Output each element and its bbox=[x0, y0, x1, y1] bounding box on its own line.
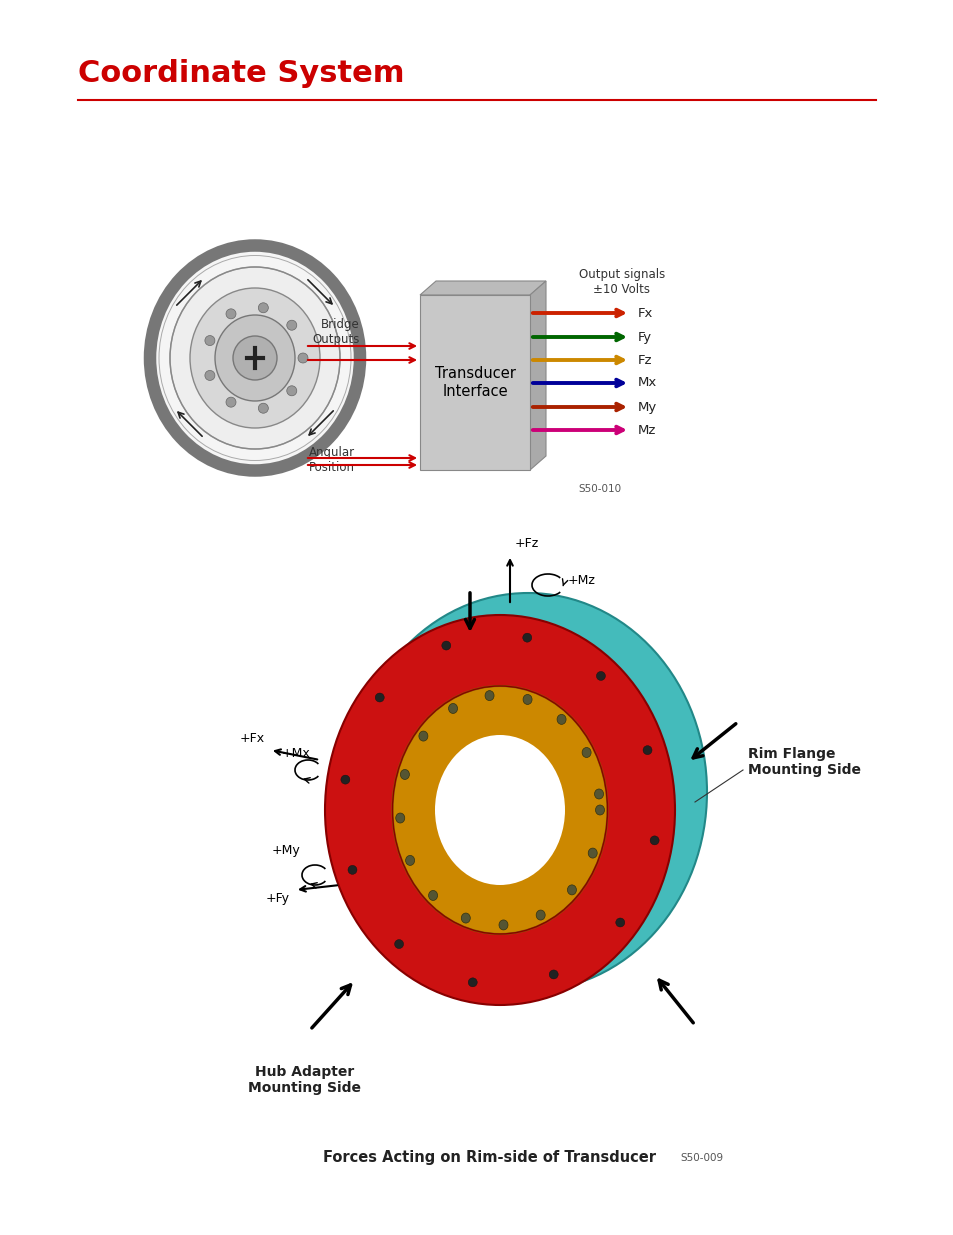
Text: S50-010: S50-010 bbox=[578, 484, 620, 494]
Ellipse shape bbox=[405, 856, 415, 866]
Ellipse shape bbox=[595, 805, 604, 815]
Polygon shape bbox=[530, 282, 545, 471]
Circle shape bbox=[287, 385, 296, 395]
Text: Coordinate System: Coordinate System bbox=[78, 59, 404, 88]
Text: Fy: Fy bbox=[638, 331, 652, 343]
Ellipse shape bbox=[392, 685, 607, 934]
Ellipse shape bbox=[484, 690, 494, 700]
Text: +Mx: +Mx bbox=[282, 747, 311, 760]
Circle shape bbox=[348, 866, 356, 874]
Text: Mz: Mz bbox=[638, 424, 656, 436]
Circle shape bbox=[395, 940, 403, 948]
Text: Forces Acting on Rim-side of Transducer: Forces Acting on Rim-side of Transducer bbox=[323, 1150, 656, 1165]
Text: Rim Flange
Mounting Side: Rim Flange Mounting Side bbox=[747, 747, 861, 777]
Ellipse shape bbox=[428, 890, 437, 900]
Ellipse shape bbox=[581, 747, 591, 757]
Ellipse shape bbox=[190, 288, 319, 429]
Ellipse shape bbox=[461, 913, 470, 923]
Ellipse shape bbox=[588, 848, 597, 858]
Circle shape bbox=[522, 634, 531, 642]
Ellipse shape bbox=[150, 246, 359, 471]
Circle shape bbox=[297, 353, 308, 363]
Text: Mx: Mx bbox=[638, 377, 657, 389]
Circle shape bbox=[441, 641, 451, 650]
Text: +Fx: +Fx bbox=[239, 732, 265, 745]
Text: Hub Adapter
Mounting Side: Hub Adapter Mounting Side bbox=[248, 1065, 361, 1095]
Ellipse shape bbox=[522, 694, 532, 704]
Circle shape bbox=[258, 303, 268, 312]
Text: S50-009: S50-009 bbox=[679, 1153, 722, 1163]
Text: +Fz: +Fz bbox=[515, 537, 538, 550]
Text: Fx: Fx bbox=[638, 306, 653, 320]
Ellipse shape bbox=[325, 615, 675, 1005]
Ellipse shape bbox=[418, 731, 428, 741]
Circle shape bbox=[205, 370, 214, 380]
FancyBboxPatch shape bbox=[419, 295, 530, 471]
Circle shape bbox=[468, 978, 476, 987]
Circle shape bbox=[649, 836, 659, 845]
Circle shape bbox=[642, 746, 651, 755]
Ellipse shape bbox=[594, 789, 603, 799]
Ellipse shape bbox=[435, 735, 564, 885]
Circle shape bbox=[615, 918, 624, 927]
Circle shape bbox=[375, 693, 384, 701]
Circle shape bbox=[258, 403, 268, 414]
Ellipse shape bbox=[557, 714, 565, 725]
Ellipse shape bbox=[214, 315, 294, 401]
Circle shape bbox=[233, 336, 276, 380]
Circle shape bbox=[226, 398, 235, 408]
Ellipse shape bbox=[170, 267, 339, 450]
Ellipse shape bbox=[498, 920, 507, 930]
Text: +Fy: +Fy bbox=[266, 892, 290, 905]
Text: Output signals
±10 Volts: Output signals ±10 Volts bbox=[578, 268, 664, 296]
Ellipse shape bbox=[536, 910, 544, 920]
Ellipse shape bbox=[395, 813, 404, 823]
Ellipse shape bbox=[448, 704, 457, 714]
Circle shape bbox=[596, 672, 605, 680]
Polygon shape bbox=[419, 282, 545, 295]
Text: +Mz: +Mz bbox=[567, 573, 596, 587]
Circle shape bbox=[226, 309, 235, 319]
Circle shape bbox=[549, 969, 558, 979]
Circle shape bbox=[287, 320, 296, 330]
Circle shape bbox=[205, 336, 214, 346]
Ellipse shape bbox=[400, 769, 409, 779]
Ellipse shape bbox=[567, 885, 576, 895]
Text: Bridge
Outputs: Bridge Outputs bbox=[313, 317, 359, 346]
Text: My: My bbox=[638, 400, 657, 414]
Text: +My: +My bbox=[271, 844, 299, 857]
Ellipse shape bbox=[437, 687, 618, 897]
Ellipse shape bbox=[349, 593, 706, 990]
Text: Angular
Position: Angular Position bbox=[309, 446, 355, 474]
Text: Transducer
Interface: Transducer Interface bbox=[435, 367, 515, 399]
Text: Fz: Fz bbox=[638, 353, 652, 367]
Circle shape bbox=[340, 776, 350, 784]
